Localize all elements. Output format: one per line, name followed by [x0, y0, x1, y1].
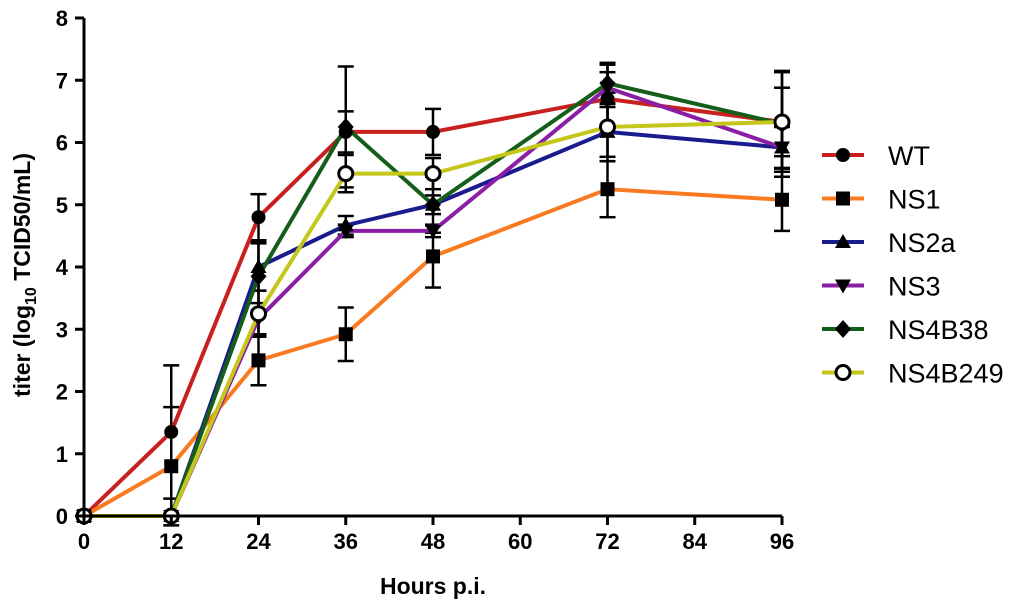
x-tick-label: 72 [595, 529, 619, 554]
legend: WT NS1 NS2a NS3 NS4B38 NS4B249 [822, 141, 1004, 389]
data-point-diamond [250, 267, 267, 286]
x-tick-label: 84 [683, 529, 708, 554]
data-point-square [775, 192, 789, 207]
y-tick-label: 2 [56, 380, 68, 405]
y-axis-title-main: titer (log [9, 305, 35, 397]
x-tick-label: 12 [159, 529, 183, 554]
data-point-diamond [599, 74, 616, 93]
legend-label: NS4B38 [888, 315, 989, 345]
y-tick-label: 3 [56, 317, 68, 342]
legend-item: NS4B249 [822, 359, 1004, 389]
y-tick-label: 0 [56, 504, 68, 529]
data-point-open-circle [834, 364, 852, 381]
data-point-open-circle [424, 165, 442, 183]
legend-label: NS1 [888, 185, 941, 215]
legend-item: WT [822, 141, 930, 171]
data-point-square [251, 353, 266, 368]
legend-item: NS1 [822, 185, 941, 215]
y-tick-label: 4 [56, 255, 69, 280]
data-point-square [164, 459, 179, 474]
data-point-open-circle [773, 113, 791, 131]
data-point-circle [426, 124, 440, 139]
y-tick-label: 8 [56, 6, 68, 31]
data-point-diamond [425, 195, 441, 214]
data-point-square [426, 249, 440, 264]
legend-item: NS4B38 [822, 315, 989, 345]
data-point-triangle-up [250, 259, 267, 273]
x-tick-label: 48 [421, 529, 445, 554]
y-axis-title-subscript: 10 [23, 287, 40, 305]
y-tick-label: 1 [56, 442, 68, 467]
y-axis-title: titer (log10 TCID50/mL) [9, 153, 40, 397]
x-axis-title: Hours p.i. [380, 573, 486, 599]
y-tick-label: 5 [56, 193, 68, 218]
y-tick-label: 7 [56, 68, 68, 93]
data-point-square [338, 327, 353, 342]
data-point-open-circle [599, 118, 616, 136]
data-point-open-circle [250, 305, 267, 323]
data-point-triangle-down [774, 141, 790, 156]
data-point-circle [251, 210, 266, 225]
legend-label: NS4B249 [888, 359, 1004, 389]
series-markers [75, 74, 791, 525]
data-point-diamond [835, 320, 851, 338]
y-axis-title-rest: TCID50/mL) [9, 153, 35, 287]
legend-label: WT [888, 141, 930, 171]
data-point-circle [836, 148, 850, 162]
data-point-circle [164, 424, 179, 439]
data-point-square [836, 191, 850, 206]
legend-label: NS3 [888, 272, 941, 302]
data-point-triangle-down [425, 224, 441, 239]
data-point-diamond [337, 117, 354, 136]
data-point-square [600, 182, 615, 197]
error-bars [163, 61, 790, 527]
data-point-triangle-up [835, 234, 851, 248]
data-point-triangle-down [835, 279, 851, 294]
legend-item: NS3 [822, 272, 941, 302]
legend-item: NS2a [822, 228, 957, 258]
legend-label: NS2a [888, 228, 957, 258]
data-point-triangle-down [337, 224, 354, 239]
x-tick-label: 96 [770, 529, 794, 554]
data-point-circle [600, 91, 615, 106]
x-tick-label: 24 [246, 529, 271, 554]
x-tick-label: 0 [78, 529, 90, 554]
x-tick-label: 60 [508, 529, 532, 554]
x-tick-label: 36 [334, 529, 358, 554]
y-tick-label: 6 [56, 131, 68, 156]
data-point-open-circle [337, 165, 355, 183]
